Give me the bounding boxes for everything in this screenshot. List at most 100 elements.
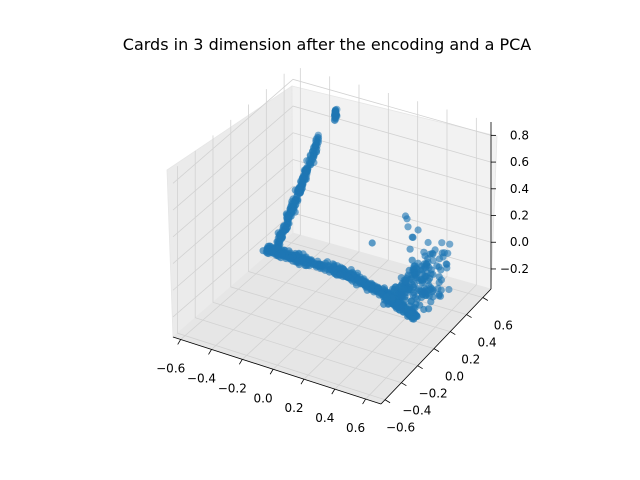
z-tick-label: 0.2 (510, 209, 529, 223)
y-tick-mark (417, 365, 423, 370)
y-tick-mark (466, 314, 472, 318)
tick-labels: −0.6−0.4−0.20.00.20.40.6 −0.6−0.4−0.20.00… (156, 128, 529, 435)
x-tick-label: 0.6 (346, 421, 365, 435)
scatter-point (422, 260, 430, 268)
x-tick-mark (331, 388, 336, 395)
scatter-point (410, 315, 418, 323)
gridline-y (248, 104, 451, 332)
gridline-z (172, 185, 492, 291)
scatter-point (445, 285, 453, 294)
scatter-point (414, 226, 422, 234)
gridline-y (230, 119, 435, 350)
chart-title: Cards in 3 dimension after the encoding … (123, 35, 531, 54)
x-tick-mark (362, 398, 366, 405)
y-tick-label: 0.6 (494, 319, 513, 333)
scatter-point (420, 287, 428, 295)
y-tick-label: −0.2 (419, 387, 448, 401)
scatter-point (388, 294, 396, 302)
x-tick-mark (238, 359, 243, 365)
scatter-point (438, 249, 446, 257)
gridline-z (172, 132, 492, 238)
gridline-y (194, 150, 402, 384)
y-tick-mark (482, 297, 489, 301)
scatter-point (293, 258, 301, 266)
scatter-point (355, 277, 363, 285)
scatter-point (429, 256, 437, 265)
scatter-points (259, 105, 454, 323)
y-axis-line (380, 288, 492, 405)
y-tick-label: 0.2 (461, 353, 480, 367)
scatter-point (397, 304, 405, 312)
scatter-point (406, 245, 414, 253)
scatter-point (330, 268, 338, 276)
scatter-point (438, 239, 446, 247)
scatter-point (398, 291, 406, 299)
scatter-point (425, 305, 433, 313)
x-tick-mark (269, 369, 274, 375)
scatter-point (426, 274, 434, 282)
gridline-y (177, 166, 386, 401)
gridline-y (212, 135, 418, 367)
scatter-point (412, 300, 420, 308)
scatter-point (404, 223, 412, 231)
scatter-point (435, 255, 444, 263)
scatter-point (331, 111, 339, 119)
scatter-point (443, 260, 451, 268)
y-tick-mark (401, 382, 407, 387)
scatter-point (435, 273, 443, 281)
z-tick-label: 0.8 (510, 128, 529, 142)
x-tick-label: −0.6 (156, 362, 185, 376)
scatter-point (315, 262, 323, 270)
z-tick-label: 0.4 (510, 182, 529, 196)
x-tick-label: −0.2 (218, 381, 247, 395)
scatter-point (368, 239, 376, 247)
x-tick-mark (177, 339, 182, 345)
scatter-point (420, 248, 428, 256)
scatter-point (410, 268, 418, 276)
scatter-point (427, 298, 435, 306)
scatter-point (301, 261, 309, 269)
scatter-point (409, 291, 417, 299)
z-tick-label: 0.0 (510, 235, 529, 249)
axis-lines (172, 122, 492, 405)
scatter-point (312, 135, 320, 143)
scatter-point (437, 266, 445, 274)
z-tick-label: 0.6 (510, 155, 529, 169)
gridline-z (172, 159, 492, 264)
scatter-point (408, 233, 416, 241)
y-tick-label: −0.6 (386, 421, 415, 435)
scatter-point (289, 207, 298, 215)
scatter-point (331, 116, 339, 125)
x-axis-line (172, 336, 382, 405)
x-tick-label: −0.4 (187, 371, 216, 385)
scatter-point (411, 262, 419, 270)
scatter-point (418, 276, 426, 284)
y-tick-label: 0.4 (478, 336, 497, 350)
y-tick-label: 0.0 (445, 370, 464, 384)
scatter-point (401, 212, 410, 220)
x-tick-label: 0.2 (284, 401, 303, 415)
scatter-point (398, 286, 406, 294)
gridline-z (172, 105, 492, 211)
scatter-point (390, 285, 398, 293)
scatter-point (380, 300, 388, 308)
x-tick-mark (300, 378, 305, 385)
scatter-point (408, 256, 416, 264)
scatter-point (282, 254, 290, 263)
scatter-point (268, 247, 276, 255)
scatter-point (435, 290, 443, 298)
scatter-point (284, 214, 292, 222)
y-tick-mark (433, 348, 440, 352)
y-tick-mark (450, 331, 456, 335)
scatter-point (401, 277, 409, 285)
scatter-point (424, 238, 432, 247)
x-tick-label: 0.4 (315, 411, 334, 425)
z-tick-label: −0.2 (500, 262, 529, 276)
x-tick-mark (208, 349, 212, 355)
scatter-point (446, 240, 454, 248)
gridline-z (172, 78, 492, 184)
x-tick-label: 0.0 (254, 391, 273, 405)
scatter-point (418, 266, 426, 274)
y-tick-label: −0.4 (402, 404, 431, 418)
